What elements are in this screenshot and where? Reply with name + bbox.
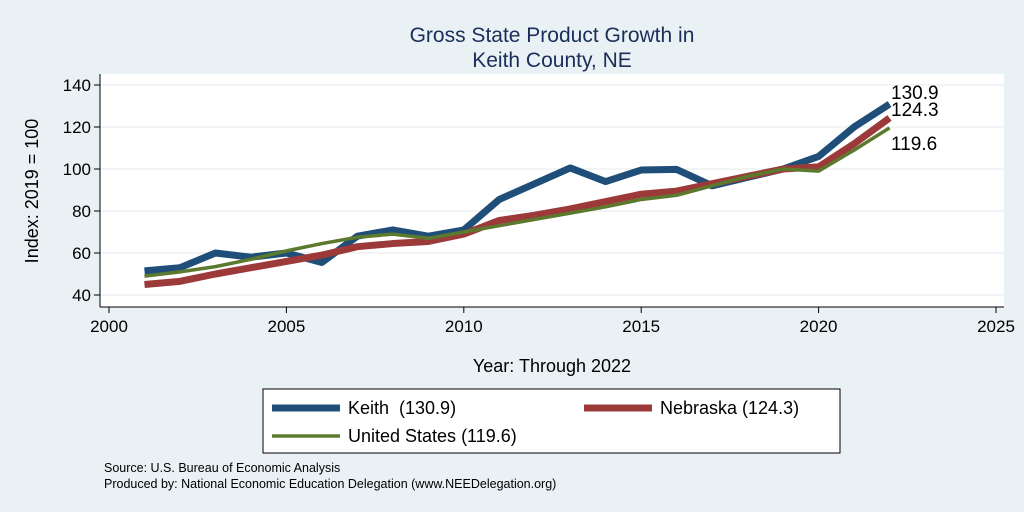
y-tick-label: 80 xyxy=(72,202,91,221)
chart-title: Gross State Product Growth in xyxy=(410,24,695,47)
legend-box xyxy=(262,388,841,454)
legend-label-2: United States (119.6) xyxy=(348,426,517,446)
producer-note: Produced by: National Economic Education… xyxy=(104,477,556,491)
series-group xyxy=(144,101,892,288)
end-label-1: 124.3 xyxy=(891,100,939,121)
x-tick-label: 2015 xyxy=(622,317,660,336)
y-tick-label: 140 xyxy=(63,76,91,95)
x-tick-label: 2000 xyxy=(90,317,128,336)
x-axis-label: Year: Through 2022 xyxy=(473,356,631,376)
legend-label-0: Keith (130.9) xyxy=(348,398,456,418)
x-tick-label: 2025 xyxy=(977,317,1015,336)
y-tick-label: 60 xyxy=(72,244,91,263)
end-label-0: 130.9 xyxy=(891,83,939,104)
source-note: Source: U.S. Bureau of Economic Analysis xyxy=(104,461,340,475)
x-tick-label: 2010 xyxy=(445,317,483,336)
chart-subtitle: Keith County, NE xyxy=(472,49,632,72)
x-tick-label: 2020 xyxy=(800,317,838,336)
legend: Keith (130.9) Nebraska (124.3) United Stat… xyxy=(262,388,841,454)
axes: 40 60 80 100 120 140 2000 2005 2010 2015 2020 2025 xyxy=(63,74,1015,336)
legend-label-1: Nebraska (124.3) xyxy=(660,398,799,418)
series-line-2 xyxy=(144,126,891,278)
y-tick-label: 100 xyxy=(63,160,91,179)
y-tick-label: 120 xyxy=(63,118,91,137)
x-tick-label: 2005 xyxy=(267,317,305,336)
end-label-2: 119.6 xyxy=(891,134,937,155)
y-axis-label: Index: 2019 = 100 xyxy=(22,119,42,264)
y-tick-label: 40 xyxy=(72,286,91,305)
